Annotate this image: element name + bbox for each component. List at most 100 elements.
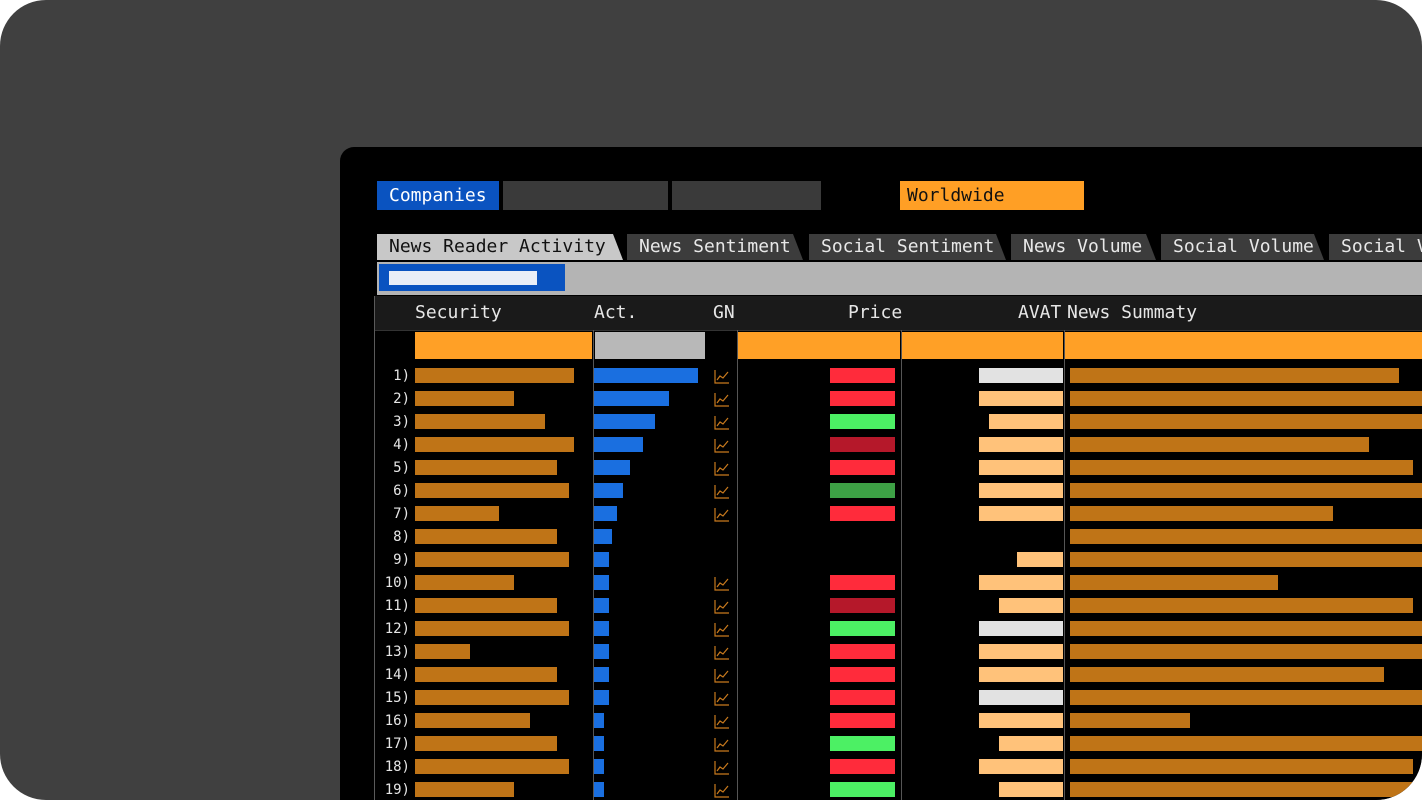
chart-icon[interactable]	[714, 737, 730, 752]
chart-icon[interactable]	[714, 783, 730, 798]
chart-icon[interactable]	[714, 622, 730, 637]
sort-bar-security[interactable]	[415, 332, 592, 359]
chart-icon[interactable]	[714, 599, 730, 614]
security-bar	[415, 782, 514, 797]
chart-icon[interactable]	[714, 415, 730, 430]
avat-bar	[999, 736, 1063, 751]
table-row[interactable]: 10)	[375, 575, 1422, 598]
activity-bar	[594, 621, 609, 636]
news-bar	[1070, 644, 1422, 659]
col-header-price[interactable]: Price	[848, 302, 903, 323]
row-number: 14)	[384, 667, 410, 683]
chart-icon[interactable]	[714, 691, 730, 706]
row-number: 9)	[393, 552, 410, 568]
col-header-security[interactable]: Security	[415, 302, 502, 323]
tab-news-volume[interactable]: News Volume	[1011, 234, 1156, 260]
tab-social-v[interactable]: Social V	[1329, 234, 1422, 260]
avat-bar	[979, 690, 1063, 705]
row-number: 3)	[393, 414, 410, 430]
sort-bar-price[interactable]	[738, 332, 900, 359]
avat-bar	[989, 414, 1063, 429]
chart-icon[interactable]	[714, 507, 730, 522]
col-header-act[interactable]: Act.	[594, 302, 638, 323]
table-row[interactable]: 12)	[375, 621, 1422, 644]
col-header-news[interactable]: News Summaty	[1067, 302, 1198, 323]
security-bar	[415, 759, 569, 774]
security-bar	[415, 437, 574, 452]
table-row[interactable]: 19)	[375, 782, 1422, 800]
blank-field-2[interactable]	[672, 181, 821, 210]
activity-bar	[594, 552, 609, 567]
price-indicator	[830, 391, 895, 406]
security-bar	[415, 483, 569, 498]
chart-icon[interactable]	[714, 461, 730, 476]
activity-bar	[594, 575, 609, 590]
price-indicator	[830, 667, 895, 682]
security-bar	[415, 736, 557, 751]
tab-social-volume[interactable]: Social Volume	[1161, 234, 1324, 260]
table-row[interactable]: 1)	[375, 368, 1422, 391]
tab-news-sentiment[interactable]: News Sentiment	[627, 234, 803, 260]
tab-bar: News Reader Activity News Sentiment Soci…	[377, 234, 1422, 260]
row-number: 15)	[384, 690, 410, 706]
news-bar	[1070, 598, 1413, 613]
security-bar	[415, 506, 499, 521]
table-row[interactable]: 11)	[375, 598, 1422, 621]
tab-news-reader-activity[interactable]: News Reader Activity	[377, 234, 623, 260]
column-divider	[593, 330, 594, 800]
row-number: 8)	[393, 529, 410, 545]
sort-bar-act[interactable]	[595, 332, 705, 359]
chart-icon[interactable]	[714, 576, 730, 591]
price-indicator	[830, 759, 895, 774]
table-row[interactable]: 18)	[375, 759, 1422, 782]
table-row[interactable]: 15)	[375, 690, 1422, 713]
table-row[interactable]: 6)	[375, 483, 1422, 506]
chart-icon[interactable]	[714, 645, 730, 660]
news-bar	[1070, 552, 1422, 567]
news-bar	[1070, 460, 1413, 475]
news-bar	[1070, 713, 1190, 728]
tab-social-sentiment[interactable]: Social Sentiment	[809, 234, 1006, 260]
avat-bar	[979, 368, 1063, 383]
sub-selector-input[interactable]	[389, 271, 537, 285]
security-bar	[415, 644, 470, 659]
activity-bar	[594, 690, 609, 705]
table-row[interactable]: 2)	[375, 391, 1422, 414]
sort-bar-news[interactable]	[1065, 332, 1422, 359]
price-indicator	[830, 437, 895, 452]
region-field[interactable]: Worldwide	[900, 181, 1084, 210]
sub-selector[interactable]	[379, 264, 565, 291]
table-row[interactable]: 3)	[375, 414, 1422, 437]
chart-icon[interactable]	[714, 484, 730, 499]
chart-icon[interactable]	[714, 714, 730, 729]
chart-icon[interactable]	[714, 392, 730, 407]
col-header-gn[interactable]: GN	[713, 302, 735, 323]
news-bar	[1070, 437, 1369, 452]
security-bar	[415, 667, 557, 682]
table-row[interactable]: 7)	[375, 506, 1422, 529]
chart-icon[interactable]	[714, 668, 730, 683]
activity-bar	[594, 667, 609, 682]
table-row[interactable]: 17)	[375, 736, 1422, 759]
table-row[interactable]: 4)	[375, 437, 1422, 460]
row-number: 10)	[384, 575, 410, 591]
table-row[interactable]: 5)	[375, 460, 1422, 483]
activity-bar	[594, 437, 643, 452]
blank-field-1[interactable]	[503, 181, 668, 210]
chart-icon[interactable]	[714, 369, 730, 384]
table-row[interactable]: 14)	[375, 667, 1422, 690]
news-bar	[1070, 690, 1422, 705]
chart-icon[interactable]	[714, 438, 730, 453]
row-number: 6)	[393, 483, 410, 499]
table-row[interactable]: 13)	[375, 644, 1422, 667]
row-number: 19)	[384, 782, 410, 798]
col-header-avat[interactable]: AVAT	[1018, 302, 1062, 323]
table-row[interactable]: 16)	[375, 713, 1422, 736]
scope-field[interactable]: Companies	[377, 181, 499, 210]
table-row[interactable]: 8)	[375, 529, 1422, 552]
row-number: 12)	[384, 621, 410, 637]
chart-icon[interactable]	[714, 760, 730, 775]
avat-bar	[979, 483, 1063, 498]
table-row[interactable]: 9)	[375, 552, 1422, 575]
sort-bar-avat[interactable]	[902, 332, 1063, 359]
